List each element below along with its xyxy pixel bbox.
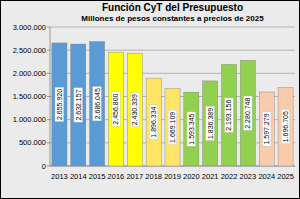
data-label-group: 2.686.045 bbox=[93, 87, 102, 121]
background bbox=[1, 1, 300, 199]
data-label: 1.896.334 bbox=[150, 106, 157, 137]
chart-svg: Función CyT del PresupuestoMillones de p… bbox=[0, 0, 300, 199]
bar bbox=[165, 89, 180, 166]
grid-line bbox=[50, 27, 295, 28]
data-label-bg bbox=[74, 88, 83, 122]
data-label-group: 2.193.156 bbox=[225, 98, 234, 132]
data-label-group: 1.597.279 bbox=[262, 112, 271, 146]
tick-mark bbox=[47, 73, 50, 74]
x-tick-label: 2021 bbox=[202, 172, 219, 181]
x-tick-label: 2022 bbox=[221, 172, 238, 181]
grid-line bbox=[50, 73, 295, 74]
x-tick-label: 2013 bbox=[51, 172, 68, 181]
data-label-bg bbox=[55, 87, 64, 121]
x-tick-label: 2017 bbox=[126, 172, 143, 181]
x-tick-label: 2024 bbox=[258, 172, 275, 181]
y-tick-label: 1.000.000 bbox=[13, 115, 46, 124]
tick-mark bbox=[47, 119, 50, 120]
title: Función CyT del Presupuesto bbox=[102, 2, 243, 13]
labels: 2.655.920 2.632.157 2.686.045 2.456.800 2.43… bbox=[55, 87, 290, 147]
data-label-group: 1.696.705 bbox=[281, 110, 290, 144]
x-tick-label: 2020 bbox=[183, 172, 200, 181]
data-label-bg bbox=[149, 105, 158, 139]
y-axis bbox=[50, 27, 51, 166]
bar bbox=[240, 60, 255, 166]
tick-mark bbox=[47, 142, 50, 143]
bar bbox=[146, 78, 161, 166]
bar bbox=[127, 53, 142, 166]
bar bbox=[71, 44, 86, 166]
data-label-group: 2.280.748 bbox=[243, 96, 252, 130]
data-label: 2.456.800 bbox=[112, 93, 119, 124]
tick-mark bbox=[47, 50, 50, 51]
chart-container: Función CyT del PresupuestoMillones de p… bbox=[0, 0, 300, 199]
data-label-bg bbox=[93, 87, 102, 121]
data-label-group: 1.669.109 bbox=[168, 110, 177, 144]
data-label-bg bbox=[130, 93, 139, 127]
bar bbox=[203, 81, 218, 166]
data-label-group: 2.632.157 bbox=[74, 88, 83, 122]
data-label-bg bbox=[262, 112, 271, 146]
bar bbox=[278, 87, 293, 166]
data-label-bg bbox=[243, 96, 252, 130]
data-label: 2.280.748 bbox=[244, 97, 251, 128]
data-label-group: 1.836.389 bbox=[206, 106, 215, 140]
data-label: 2.655.920 bbox=[56, 89, 63, 120]
data-label: 2.193.156 bbox=[225, 100, 232, 131]
bar bbox=[184, 92, 199, 166]
y-tick-label: 1.500.000 bbox=[13, 92, 46, 101]
data-label-bg bbox=[168, 110, 177, 144]
x-tick-label: 2018 bbox=[145, 172, 162, 181]
data-label: 1.593.345 bbox=[188, 113, 195, 144]
bar bbox=[259, 92, 274, 166]
x-tick-label: 2023 bbox=[240, 172, 257, 181]
data-label-group: 2.655.920 bbox=[55, 87, 64, 121]
data-label: 2.686.045 bbox=[94, 88, 101, 119]
data-label-bg bbox=[206, 106, 215, 140]
data-label-bg bbox=[225, 98, 234, 132]
tick-mark bbox=[47, 166, 50, 167]
data-label: 1.836.389 bbox=[207, 108, 214, 139]
x-tick-label: 2025 bbox=[277, 172, 294, 181]
data-label-group: 2.430.339 bbox=[130, 93, 139, 127]
data-label-bg bbox=[112, 92, 121, 126]
y-tick-label: 3.000.000 bbox=[13, 23, 46, 32]
y-tick-label: 0 bbox=[42, 162, 46, 171]
data-label-bg bbox=[281, 110, 290, 144]
x-tick-label: 2019 bbox=[164, 172, 181, 181]
tick-mark bbox=[47, 96, 50, 97]
data-label: 1.597.279 bbox=[263, 113, 270, 144]
x-tick-label: 2015 bbox=[89, 172, 106, 181]
data-label-group: 2.456.800 bbox=[112, 92, 121, 126]
data-label-group: 1.896.334 bbox=[149, 105, 158, 139]
subtitle: Millones de pesos constantes a precios d… bbox=[81, 14, 264, 23]
y-tick-label: 2.000.000 bbox=[13, 69, 46, 78]
data-label-bg bbox=[187, 112, 196, 146]
tick-mark bbox=[47, 27, 50, 28]
y-tick-label: 2.500.000 bbox=[13, 46, 46, 55]
data-label-group: 1.593.345 bbox=[187, 112, 196, 146]
data-label: 1.696.705 bbox=[282, 111, 289, 142]
y-tick-label: 500.000 bbox=[19, 138, 46, 147]
data-label: 2.632.157 bbox=[75, 89, 82, 120]
grid-line bbox=[50, 50, 295, 51]
bar bbox=[90, 42, 105, 166]
bar bbox=[108, 52, 123, 166]
data-label: 1.669.109 bbox=[169, 112, 176, 143]
bars bbox=[52, 42, 293, 166]
data-label: 2.430.339 bbox=[131, 94, 138, 125]
x-tick-label: 2016 bbox=[108, 172, 125, 181]
bar bbox=[52, 43, 67, 166]
x-tick-label: 2014 bbox=[70, 172, 87, 181]
bar bbox=[222, 64, 237, 166]
